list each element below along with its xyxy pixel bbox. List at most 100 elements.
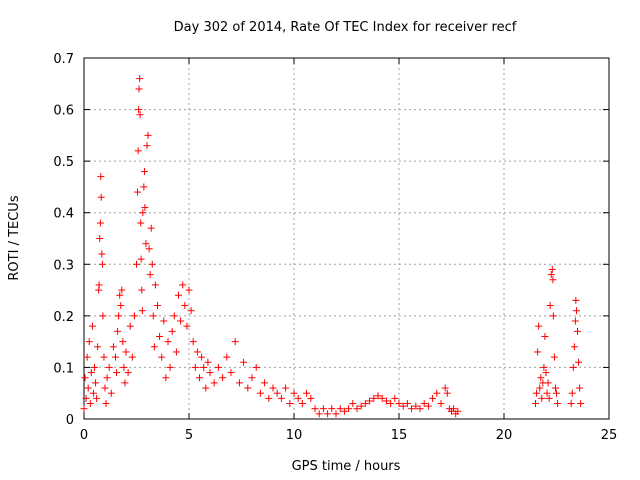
data-point	[81, 374, 89, 382]
data-point	[542, 369, 550, 377]
data-point	[548, 265, 556, 273]
data-point	[183, 322, 191, 330]
y-tick-label: 0.4	[53, 207, 74, 222]
data-point	[117, 302, 125, 310]
data-point	[538, 394, 546, 402]
data-point	[366, 397, 374, 405]
data-point	[294, 394, 302, 402]
data-point	[87, 369, 95, 377]
data-point	[198, 353, 206, 361]
y-tick-label: 0.5	[53, 155, 74, 170]
x-tick-labels: 0 5 10 15 20 25	[80, 428, 617, 443]
data-point	[107, 389, 115, 397]
y-tick-label: 0.1	[53, 361, 74, 376]
data-point	[149, 312, 157, 320]
data-point	[196, 374, 203, 382]
data-point	[97, 173, 105, 181]
data-point	[577, 400, 585, 408]
data-point	[138, 307, 146, 315]
data-point	[137, 255, 145, 263]
data-point	[349, 400, 357, 408]
data-point	[99, 312, 107, 320]
data-point	[252, 363, 260, 371]
data-point	[541, 332, 549, 340]
data-point	[387, 400, 395, 408]
x-tick-label: 10	[286, 428, 303, 443]
data-point	[412, 402, 420, 410]
data-point	[139, 209, 147, 217]
data-point	[193, 348, 201, 356]
data-point	[540, 363, 548, 371]
data-point	[96, 235, 104, 242]
data-point	[443, 389, 451, 397]
data-point	[134, 188, 142, 196]
data-point	[303, 389, 311, 397]
y-tick-label: 0.6	[53, 104, 74, 119]
data-point	[206, 369, 214, 377]
data-point	[191, 363, 199, 371]
data-point	[141, 204, 149, 212]
data-point	[202, 384, 210, 392]
data-point	[576, 384, 584, 392]
data-point	[138, 286, 146, 294]
data-point	[82, 394, 90, 402]
data-point	[164, 338, 172, 346]
data-point	[102, 400, 110, 408]
data-point	[120, 363, 128, 371]
data-point	[240, 358, 248, 366]
data-point	[80, 405, 88, 413]
data-point	[83, 353, 91, 361]
x-tick-label: 0	[80, 428, 88, 443]
data-point	[332, 410, 340, 418]
data-point	[85, 338, 93, 346]
data-point	[534, 348, 542, 356]
data-point	[200, 363, 208, 371]
data-point	[97, 193, 105, 201]
data-point	[353, 405, 361, 413]
data-point	[98, 260, 106, 268]
data-point	[140, 183, 148, 191]
data-point	[378, 394, 386, 402]
data-point	[119, 338, 127, 346]
y-tick-label: 0.3	[53, 258, 74, 273]
data-point	[204, 358, 212, 366]
data-point	[399, 402, 407, 410]
data-point	[315, 410, 323, 418]
data-point	[282, 384, 290, 392]
data-point	[84, 384, 92, 392]
data-point	[550, 353, 558, 361]
data-point	[416, 405, 424, 413]
data-point	[135, 85, 143, 93]
data-point	[551, 384, 559, 392]
data-point	[429, 394, 437, 402]
data-point	[122, 348, 130, 356]
data-point	[91, 363, 98, 371]
data-point	[420, 400, 428, 408]
data-point	[100, 353, 108, 361]
data-point	[175, 291, 182, 299]
data-point	[148, 260, 156, 268]
data-point	[545, 394, 553, 402]
data-point	[168, 327, 176, 335]
data-point	[137, 219, 145, 227]
data-point	[147, 224, 155, 232]
data-point	[162, 374, 170, 382]
x-tick-label: 15	[391, 428, 408, 443]
data-point	[189, 338, 197, 346]
data-point	[549, 276, 557, 284]
data-point	[391, 394, 399, 402]
data-point	[328, 405, 336, 413]
data-point	[115, 312, 123, 320]
data-point	[382, 397, 390, 405]
data-point	[144, 131, 152, 139]
y-tick-label: 0.7	[53, 52, 74, 67]
data-point	[185, 286, 193, 294]
data-point	[145, 245, 153, 253]
data-point	[146, 271, 154, 279]
data-point	[133, 260, 140, 268]
data-point	[543, 389, 551, 397]
data-point	[357, 402, 365, 410]
data-point	[94, 343, 102, 351]
data-point	[290, 389, 298, 397]
data-point	[126, 322, 134, 330]
